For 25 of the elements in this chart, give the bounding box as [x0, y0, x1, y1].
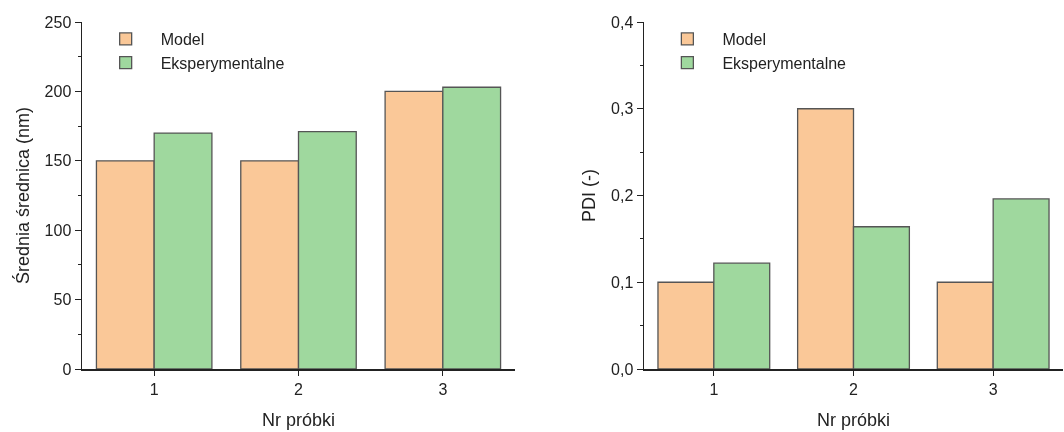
y-tick-label: 0 [62, 360, 72, 378]
x-tick-label: 1 [149, 380, 159, 398]
legend-label: Model [160, 31, 205, 49]
legend-label: Eksperymentalne [160, 54, 285, 72]
y-tick-label: 0,4 [611, 13, 634, 31]
y-axis-title: PDI (-) [579, 169, 600, 222]
x-tick-label: 3 [438, 380, 448, 398]
x-tick-label: 2 [849, 380, 859, 398]
y-tick-label: 0,2 [611, 187, 634, 205]
x-axis-title: Nr próbki [261, 409, 336, 430]
x-tick-label: 2 [294, 380, 304, 398]
legend-label: Eksperymentalne [722, 54, 847, 72]
y-tick-label: 0,3 [611, 100, 634, 118]
x-tick-label: 1 [709, 380, 719, 398]
y-tick-label: 50 [53, 291, 72, 309]
y-tick-label: 100 [44, 221, 72, 239]
y-tick-label: 200 [44, 83, 72, 100]
y-tick-label: 150 [44, 152, 72, 170]
y-axis-title: Średnia średnica (nm) [12, 106, 34, 285]
y-tick-label: 0,0 [611, 360, 634, 378]
y-tick-label: 250 [44, 13, 72, 31]
x-axis-title: Nr próbki [816, 409, 891, 430]
y-tick-label: 0,1 [611, 273, 634, 291]
legend-label: Model [722, 31, 766, 49]
x-tick-label: 3 [988, 380, 998, 398]
